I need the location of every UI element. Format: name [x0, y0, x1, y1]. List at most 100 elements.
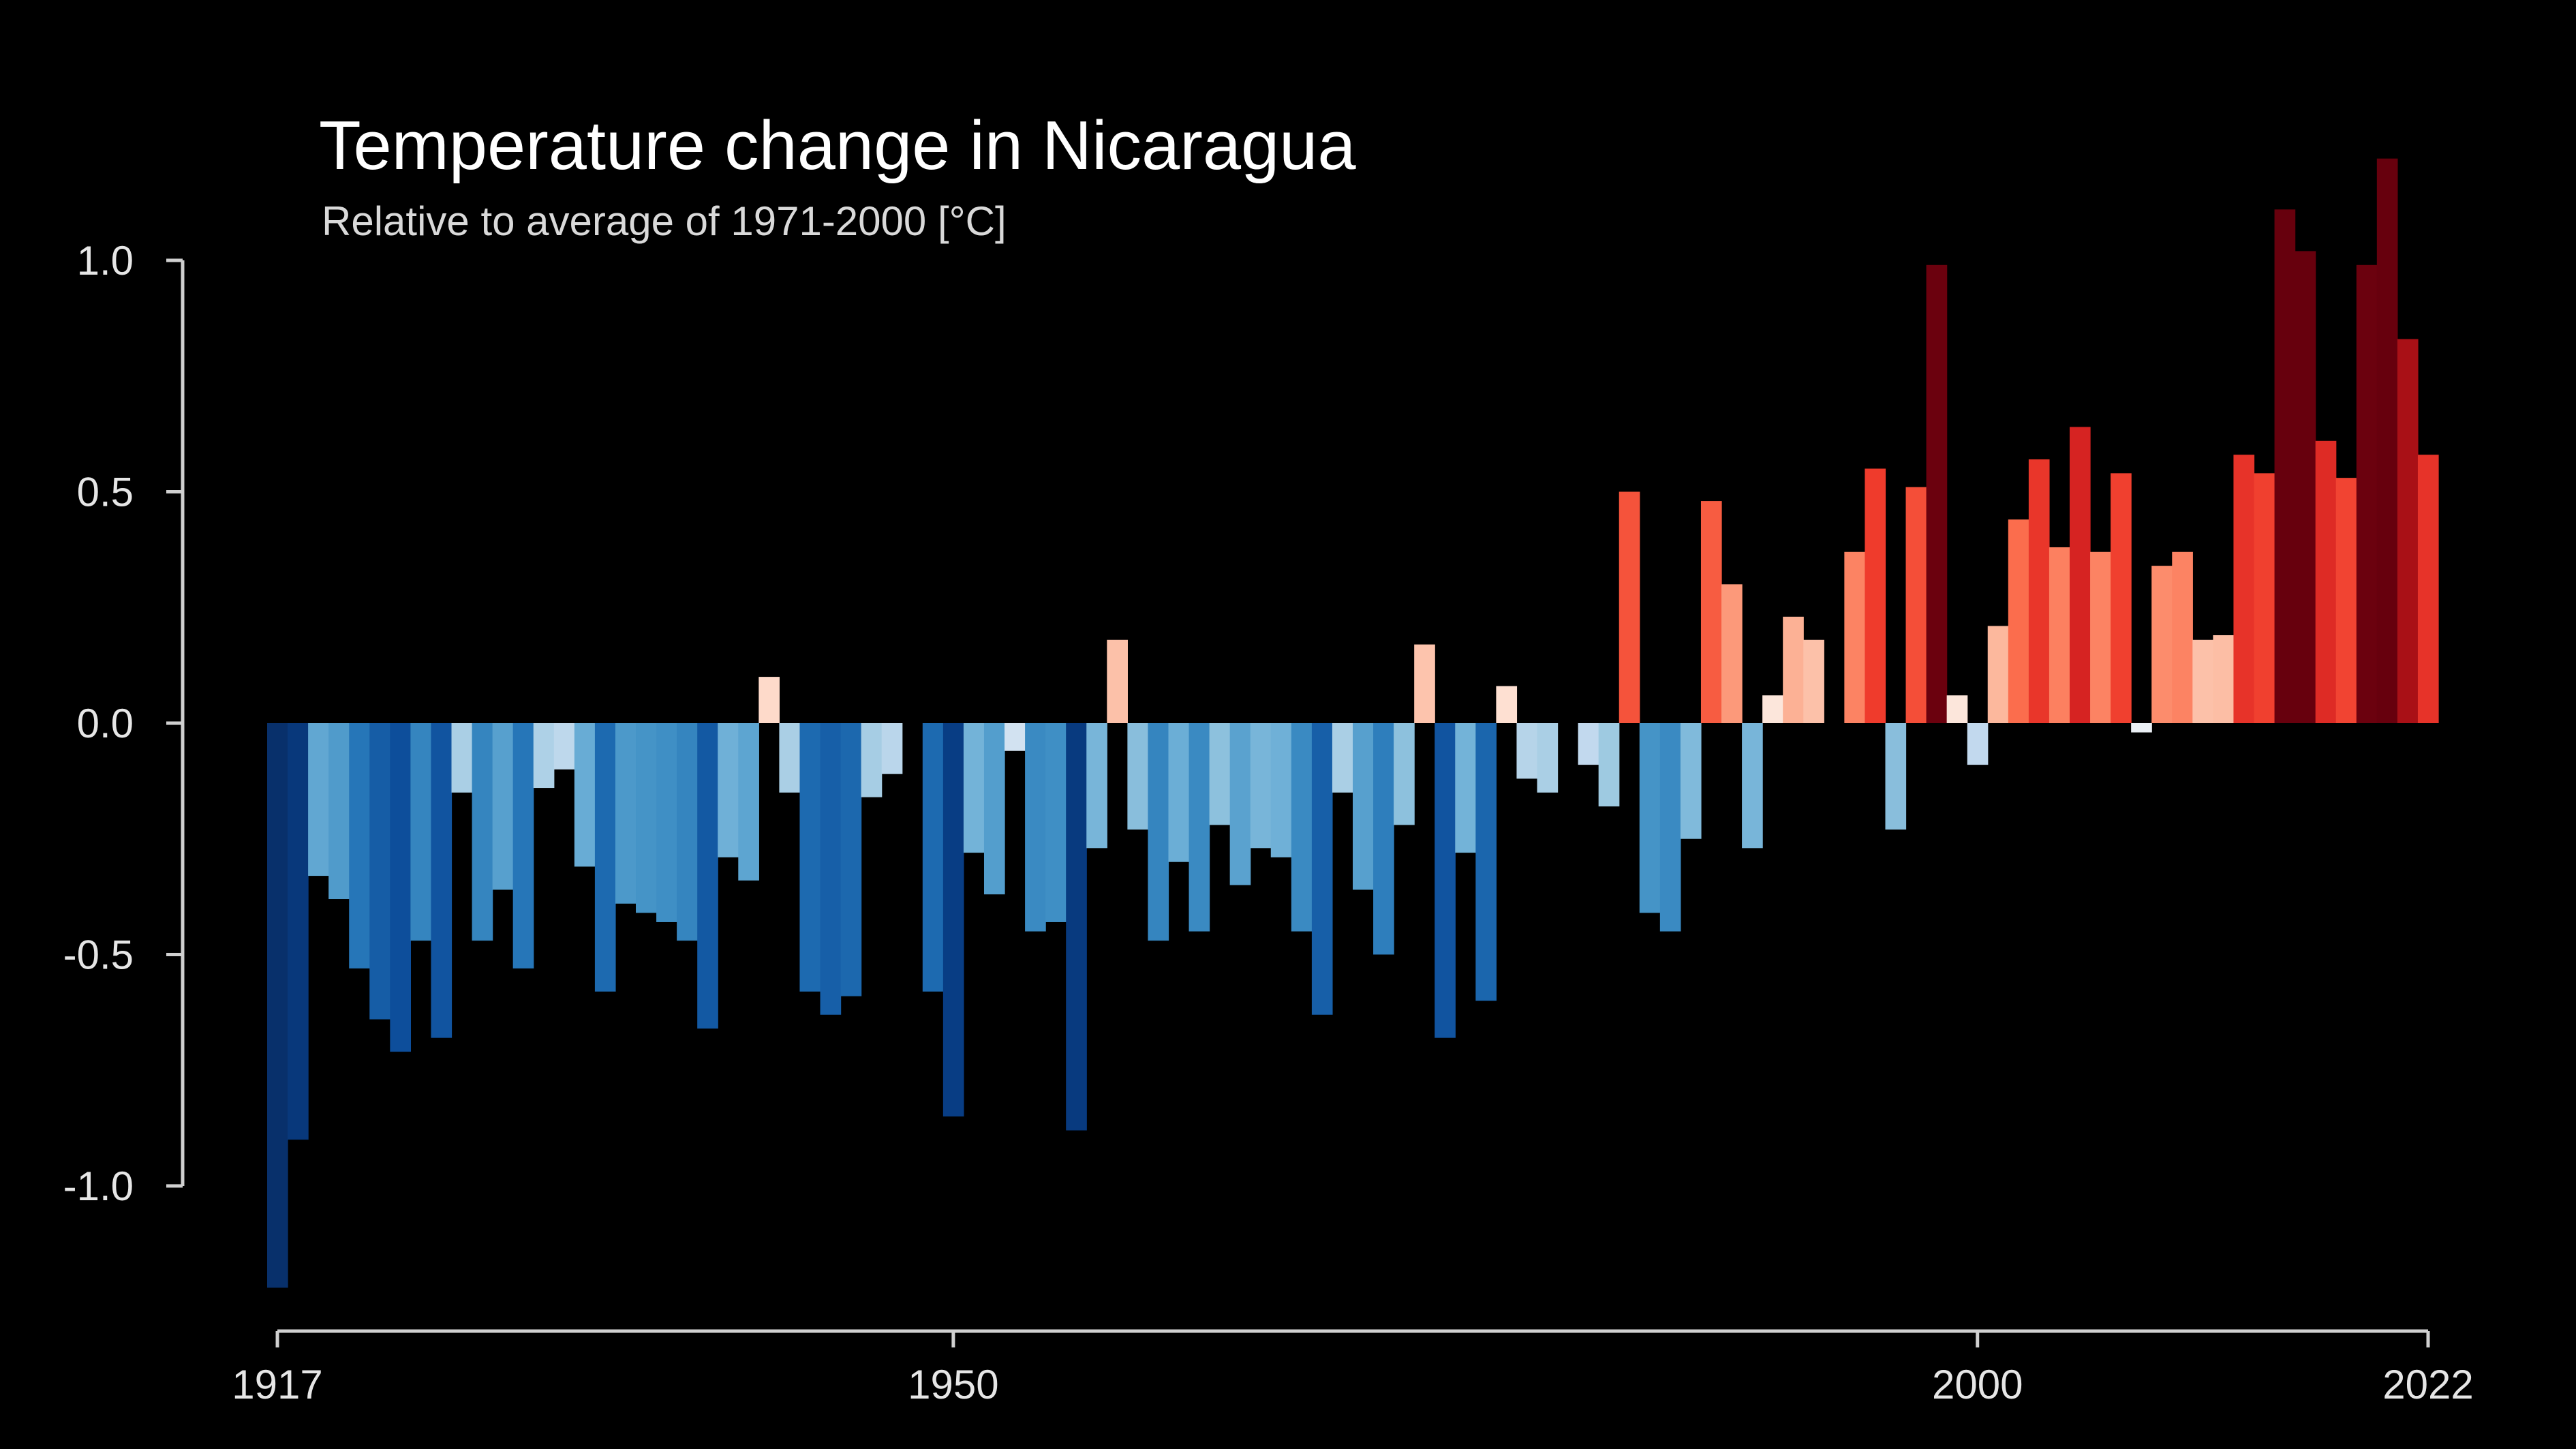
bar-1927: [472, 723, 493, 941]
bar-1990: [1762, 695, 1783, 723]
bar-1940: [738, 723, 759, 881]
bar-1979: [1537, 723, 1559, 793]
bar-1945: [840, 723, 862, 996]
bar-2006: [2090, 551, 2111, 723]
bar-1935: [636, 723, 657, 913]
bar-1959: [1127, 723, 1149, 830]
bar-2021: [2397, 339, 2419, 723]
bar-1978: [1516, 723, 1538, 779]
bar-1994: [1844, 551, 1866, 723]
bar-1931: [553, 723, 575, 769]
bar-1962: [1189, 723, 1210, 932]
chart-title: Temperature change in Nicaragua: [319, 108, 1356, 184]
bar-1957: [1086, 723, 1107, 849]
x-tick-label: 1950: [908, 1362, 998, 1407]
bar-1987: [1700, 501, 1722, 723]
bar-1943: [799, 723, 821, 992]
bar-1983: [1619, 491, 1640, 723]
bar-1967: [1291, 723, 1313, 932]
bar-1981: [1578, 723, 1599, 765]
bar-1986: [1680, 723, 1702, 839]
bar-2003: [2028, 459, 2050, 723]
bar-1960: [1148, 723, 1169, 941]
bar-1946: [861, 723, 883, 797]
bar-1929: [512, 723, 534, 968]
bar-1999: [1946, 695, 1968, 723]
bar-1942: [779, 723, 801, 793]
bar-1917: [267, 723, 288, 1288]
bar-2000: [1967, 723, 1989, 765]
bar-1982: [1598, 723, 1620, 807]
bar-1995: [1865, 468, 1886, 723]
bar-1937: [677, 723, 698, 941]
bar-2004: [2049, 547, 2070, 723]
bar-2015: [2274, 209, 2296, 723]
bar-2022: [2417, 455, 2439, 723]
bar-1984: [1639, 723, 1661, 913]
bar-1918: [288, 723, 309, 1140]
bar-1933: [594, 723, 616, 992]
y-tick-label: 0.5: [77, 470, 134, 515]
bar-1985: [1659, 723, 1681, 932]
bar-1977: [1496, 686, 1518, 723]
x-axis: 1917 1950 2000 2022: [232, 1329, 2474, 1407]
bar-1970: [1353, 723, 1374, 890]
bar-1969: [1332, 723, 1353, 793]
bar-1976: [1475, 723, 1497, 1001]
bar-1951: [963, 723, 985, 853]
bar-1972: [1394, 723, 1415, 825]
bar-1954: [1025, 723, 1046, 932]
bar-2005: [2069, 427, 2091, 723]
bar-1949: [922, 723, 944, 992]
bar-1975: [1455, 723, 1476, 853]
bar-1923: [390, 723, 411, 1052]
bar-2020: [2376, 158, 2398, 723]
bar-1920: [328, 723, 350, 900]
bar-2017: [2315, 440, 2337, 723]
bar-1955: [1045, 723, 1067, 922]
bar-1938: [697, 723, 718, 1029]
x-tick-label: 1917: [232, 1362, 322, 1407]
y-tick-label: 0.0: [77, 701, 134, 746]
bar-1958: [1107, 639, 1128, 723]
chart-subtitle: Relative to average of 1971-2000 [°C]: [322, 198, 1007, 244]
bar-1989: [1742, 723, 1763, 849]
bar-1988: [1721, 584, 1743, 723]
bar-1926: [451, 723, 473, 793]
bar-1961: [1168, 723, 1190, 862]
bar-2008: [2131, 723, 2152, 733]
bar-1936: [656, 723, 677, 922]
bar-2007: [2111, 473, 2132, 723]
bar-2016: [2295, 251, 2316, 723]
bar-1924: [410, 723, 432, 941]
bar-1930: [533, 723, 555, 789]
bar-1953: [1005, 723, 1026, 751]
bar-1991: [1783, 616, 1804, 723]
bar-1992: [1803, 639, 1824, 723]
bar-1966: [1270, 723, 1292, 857]
y-axis: 1.0 0.5 0.0 -0.5 -1.0: [63, 238, 185, 1209]
bar-1968: [1311, 723, 1333, 1015]
bar-2010: [2172, 551, 2193, 723]
bar-1971: [1373, 723, 1394, 955]
bar-1919: [308, 723, 329, 876]
bar-1941: [758, 677, 780, 723]
bar-1956: [1066, 723, 1087, 1131]
bar-1974: [1435, 723, 1456, 1038]
bar-2019: [2356, 264, 2378, 723]
bar-2009: [2151, 566, 2173, 723]
bar-2012: [2213, 635, 2235, 723]
bar-1925: [431, 723, 453, 1038]
bar-1964: [1229, 723, 1251, 885]
bar-1947: [881, 723, 903, 774]
bar-2011: [2192, 639, 2213, 723]
y-tick-label: -1.0: [63, 1163, 134, 1209]
bar-1939: [718, 723, 739, 857]
bar-1944: [820, 723, 842, 1015]
bar-2002: [2008, 519, 2029, 723]
y-tick-label: 1.0: [77, 238, 134, 284]
x-tick-label: 2022: [2382, 1362, 2473, 1407]
bar-1963: [1209, 723, 1231, 825]
bar-1997: [1905, 487, 1927, 723]
